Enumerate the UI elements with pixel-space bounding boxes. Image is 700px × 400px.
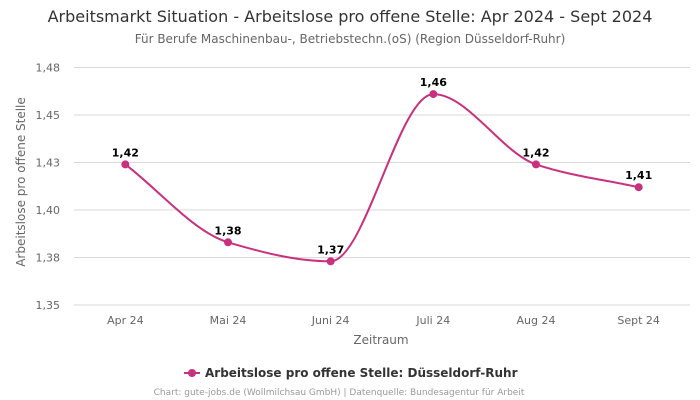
data-point[interactable]: [121, 160, 130, 169]
series-line: [124, 93, 639, 263]
y-axis-title: Arbeitslose pro offene Stelle: [14, 97, 28, 267]
data-label: 1,42: [522, 146, 549, 159]
x-axis-title: Zeitraum: [353, 333, 408, 347]
x-tick-label: Apr 24: [107, 314, 144, 327]
x-tick-label: Sept 24: [617, 314, 660, 327]
x-tick-label: Mai 24: [210, 314, 247, 327]
data-label: 1,37: [317, 243, 344, 256]
y-tick-label: 1,45: [36, 109, 61, 122]
y-tick-label: 1,43: [36, 157, 61, 170]
x-tick-label: Aug 24: [517, 314, 556, 327]
data-label: 1,42: [112, 146, 139, 159]
legend-label: Arbeitslose pro offene Stelle: Düsseldor…: [205, 366, 518, 380]
data-labels: 1,42 1,38 1,37 1,46 1,42 1,41: [112, 76, 652, 256]
data-label: 1,46: [420, 76, 447, 89]
y-axis-ticks: 1,35 1,38 1,40 1,43 1,45 1,48: [36, 62, 61, 313]
y-tick-label: 1,38: [36, 252, 61, 265]
chart-title: Arbeitsmarkt Situation - Arbeitslose pro…: [48, 7, 653, 26]
chart-subtitle: Für Berufe Maschinenbau-, Betriebstechn.…: [135, 32, 566, 46]
x-tick-label: Juli 24: [415, 314, 450, 327]
y-tick-label: 1,40: [36, 204, 61, 217]
y-tick-label: 1,35: [36, 299, 61, 312]
data-label: 1,38: [214, 224, 241, 237]
x-axis-ticks: Apr 24 Mai 24 Juni 24 Juli 24 Aug 24 Sept 24: [107, 314, 660, 327]
legend-marker-dot: [188, 369, 196, 377]
data-point[interactable]: [429, 90, 438, 99]
data-point[interactable]: [326, 257, 335, 266]
legend[interactable]: Arbeitslose pro offene Stelle: Düsseldor…: [184, 366, 518, 380]
data-point[interactable]: [224, 238, 232, 247]
data-points: [121, 90, 643, 266]
data-point[interactable]: [634, 183, 643, 192]
x-tick-label: Juni 24: [311, 314, 350, 327]
data-point[interactable]: [532, 160, 540, 169]
chart-credits: Chart: gute-jobs.de (Wollmilchsau GmbH) …: [154, 388, 525, 398]
data-label: 1,41: [625, 169, 652, 182]
gridlines: [74, 67, 690, 306]
y-tick-label: 1,48: [36, 62, 61, 75]
